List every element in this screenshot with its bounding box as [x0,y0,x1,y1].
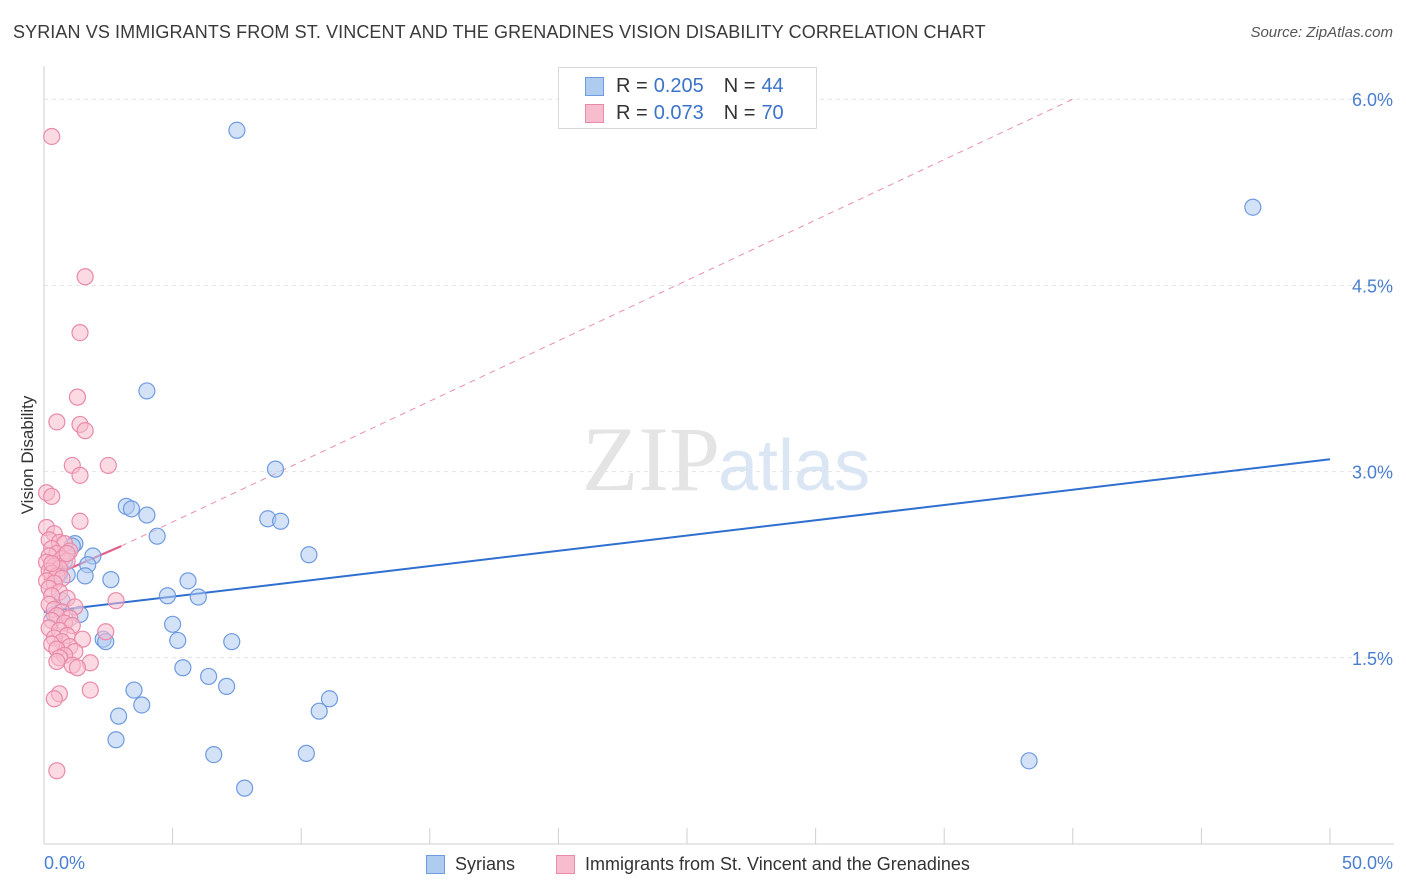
legend-row-immigrants: R = 0.073 N = 70 [585,101,784,125]
watermark-atlas: atlas [718,426,870,506]
y-tick-label: 6.0% [1352,90,1393,110]
point-syrians [320,690,339,708]
point-syrians [107,731,125,749]
x-tick-label: 50.0% [1342,853,1393,873]
y-tick-label: 1.5% [1352,649,1393,669]
point-syrians [138,506,156,524]
legend-row-syrians: R = 0.205 N = 44 [585,74,784,98]
point-syrians [125,681,143,699]
point-immigrants [71,466,89,484]
point-immigrants [58,544,76,563]
legend-r-value: 0.205 [653,74,704,97]
point-immigrants [76,268,94,286]
point-immigrants [97,623,115,641]
point-syrians [228,121,246,139]
axes [43,66,1394,845]
point-immigrants [76,422,94,440]
legend-n-value: 44 [761,74,784,97]
point-syrians [200,667,218,686]
legend-n-value: 70 [761,101,784,124]
legend-swatch-blue [426,854,445,874]
point-syrians [109,707,128,725]
legend-item-immigrants[interactable]: Immigrants from St. Vincent and the Gren… [556,852,970,876]
tick-labels: 1.5% 3.0% 4.5% 6.0% 0.0% 50.0% [44,90,1393,873]
legend-r-label: R = [616,101,648,124]
point-syrians [205,746,223,764]
legend-r-label: R = [616,74,648,97]
point-syrians [122,500,141,518]
point-syrians [218,677,236,695]
legend-n-label: N = [723,74,756,97]
point-immigrants [71,512,89,530]
legend-swatch-pink [556,854,575,874]
point-syrians [297,744,315,762]
legend-swatch-blue [585,76,604,96]
point-syrians [174,659,192,677]
y-tick-label: 4.5% [1352,276,1393,296]
trend-line-syrians [43,458,1331,613]
point-syrians [310,702,328,720]
data-points [37,121,1262,797]
watermark-zip: ZIP [582,408,720,510]
point-syrians [189,588,207,606]
point-immigrants [71,323,89,342]
point-immigrants [43,127,61,146]
grid-lines [44,98,1394,659]
legend-r-value: 0.073 [653,101,704,124]
legend-label-immigrants: Immigrants from St. Vincent and the Gren… [585,853,970,874]
point-syrians [236,779,254,797]
point-syrians [179,572,197,590]
point-immigrants [99,456,117,475]
point-syrians [76,567,94,585]
point-syrians [164,615,182,633]
point-immigrants [48,652,66,671]
point-immigrants [68,659,87,677]
chart-title: SYRIAN VS IMMIGRANTS FROM ST. VINCENT AN… [13,22,986,42]
point-immigrants [48,762,66,780]
point-syrians [102,571,120,589]
y-axis-label: Vision Disability [18,395,37,515]
point-syrians [169,631,187,650]
trend-lines [43,98,1331,613]
y-tick-label: 3.0% [1352,463,1393,483]
point-immigrants [48,413,66,431]
point-syrians [148,527,166,545]
point-syrians [272,512,290,530]
point-syrians [133,696,151,714]
legend-n-label: N = [723,101,756,124]
point-immigrants [68,388,87,406]
point-immigrants [107,592,125,610]
source-label: Source: ZipAtlas.com [1250,24,1393,41]
point-syrians [266,460,285,478]
point-immigrants [73,630,92,648]
point-syrians [223,633,241,651]
point-immigrants [43,554,61,573]
correlation-legend: R = 0.205 N = 44 R = 0.073 N = 70 [558,67,817,129]
point-syrians [158,587,177,605]
point-immigrants [45,690,63,708]
x-tick-label: 0.0% [44,853,85,873]
point-immigrants [81,681,99,699]
legend-label-syrians: Syrians [455,853,516,874]
point-syrians [1244,198,1262,216]
point-syrians [1020,752,1038,770]
point-immigrants [43,487,61,506]
point-syrians [138,382,156,400]
point-syrians [300,546,318,564]
legend-swatch-pink [585,103,604,123]
legend-item-syrians[interactable]: Syrians [426,852,515,876]
